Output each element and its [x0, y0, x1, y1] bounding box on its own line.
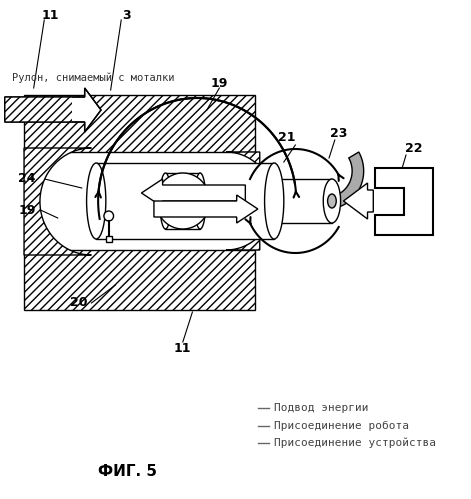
Text: 11: 11: [41, 8, 59, 21]
Polygon shape: [343, 183, 374, 219]
Polygon shape: [141, 179, 245, 207]
Ellipse shape: [323, 179, 341, 223]
Circle shape: [104, 211, 114, 221]
Text: Присоединение робота: Присоединение робота: [274, 421, 409, 431]
Text: 21: 21: [278, 131, 295, 144]
Polygon shape: [226, 152, 273, 250]
Text: 20: 20: [70, 296, 88, 309]
Bar: [96, 163, 274, 239]
Ellipse shape: [265, 163, 284, 239]
Text: 19: 19: [18, 204, 36, 217]
Bar: [165, 173, 200, 229]
Text: 23: 23: [330, 127, 347, 140]
Polygon shape: [321, 152, 364, 209]
Text: 24: 24: [18, 172, 36, 185]
Bar: [24, 250, 255, 310]
Text: Присоединение устройства: Присоединение устройства: [274, 438, 436, 448]
Ellipse shape: [195, 173, 206, 229]
Text: 19: 19: [211, 76, 228, 89]
Text: Подвод энергии: Подвод энергии: [274, 403, 369, 413]
Text: 22: 22: [405, 142, 422, 155]
Bar: [24, 95, 255, 152]
Ellipse shape: [328, 194, 336, 208]
Bar: [274, 179, 332, 223]
Polygon shape: [24, 148, 91, 255]
Text: 3: 3: [122, 8, 131, 21]
Ellipse shape: [87, 163, 106, 239]
Polygon shape: [154, 195, 258, 223]
Polygon shape: [156, 173, 207, 229]
Ellipse shape: [160, 173, 171, 229]
Polygon shape: [5, 88, 101, 132]
Text: 11: 11: [174, 341, 192, 354]
Polygon shape: [106, 236, 112, 242]
Text: ФИГ. 5: ФИГ. 5: [98, 465, 157, 480]
Polygon shape: [295, 193, 340, 218]
Polygon shape: [375, 168, 433, 235]
Text: Рулон, снимаемый с моталки: Рулон, снимаемый с моталки: [12, 73, 174, 83]
Bar: [5, 97, 72, 122]
